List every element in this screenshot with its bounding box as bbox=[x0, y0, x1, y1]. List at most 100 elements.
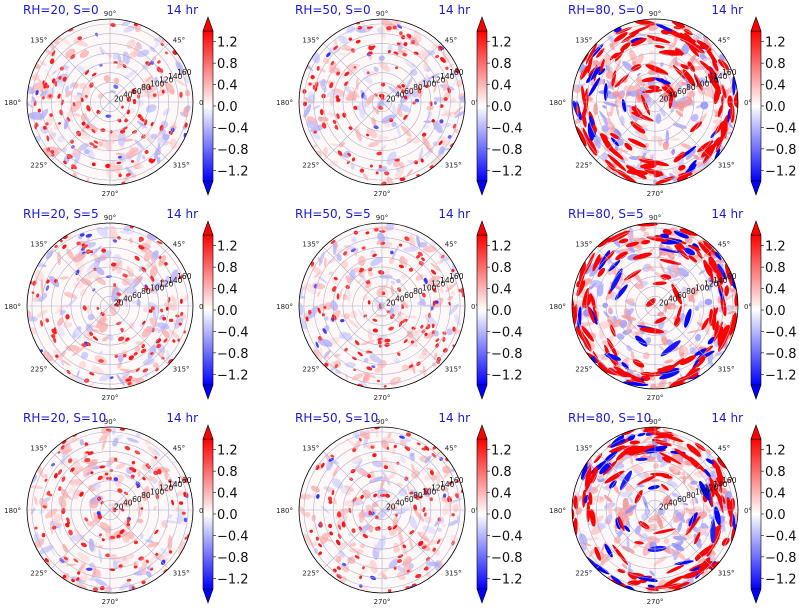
field-feature bbox=[378, 164, 383, 169]
field-feature bbox=[126, 578, 132, 582]
field-patch bbox=[641, 434, 655, 444]
field-feature bbox=[105, 114, 112, 118]
field-feature bbox=[720, 327, 732, 342]
field-feature bbox=[721, 85, 727, 99]
field-feature bbox=[372, 45, 376, 48]
field-feature bbox=[436, 539, 441, 545]
field-patch bbox=[338, 288, 343, 301]
angle-tick-label: 270° bbox=[374, 598, 391, 606]
field-feature bbox=[319, 521, 323, 528]
radial-tick-label: 20 bbox=[386, 298, 396, 307]
field-feature bbox=[455, 493, 460, 499]
field-feature bbox=[440, 57, 446, 63]
field-patch bbox=[687, 483, 697, 492]
field-feature bbox=[707, 336, 716, 345]
field-patch bbox=[63, 448, 73, 454]
radial-tick-label: 40 bbox=[123, 499, 133, 508]
field-feature bbox=[36, 293, 40, 298]
field-patch bbox=[408, 515, 418, 530]
field-layer bbox=[572, 427, 738, 593]
radial-tick-label: 120 bbox=[704, 280, 719, 289]
field-patch bbox=[83, 149, 90, 155]
field-patch bbox=[608, 310, 613, 315]
field-feature bbox=[401, 318, 407, 324]
field-patch bbox=[80, 113, 88, 122]
field-feature bbox=[600, 134, 615, 154]
field-feature bbox=[625, 241, 639, 248]
field-feature bbox=[45, 279, 50, 284]
radial-tick-label: 160 bbox=[177, 272, 192, 281]
field-feature bbox=[329, 531, 333, 536]
field-feature bbox=[654, 316, 667, 324]
field-feature bbox=[377, 337, 383, 341]
field-feature bbox=[154, 456, 158, 459]
field-patch bbox=[85, 471, 92, 476]
field-feature bbox=[646, 35, 671, 44]
field-feature bbox=[54, 244, 58, 249]
field-feature bbox=[117, 236, 121, 240]
field-feature bbox=[351, 528, 356, 534]
colorbar-body bbox=[476, 30, 488, 182]
field-patch bbox=[617, 529, 623, 538]
field-patch bbox=[66, 296, 78, 308]
field-feature bbox=[682, 363, 699, 382]
field-feature bbox=[99, 533, 102, 537]
field-feature bbox=[590, 294, 596, 309]
field-feature bbox=[578, 261, 586, 286]
field-feature bbox=[75, 269, 80, 276]
field-feature bbox=[699, 480, 710, 501]
angle-tick-label: 90° bbox=[649, 10, 661, 18]
field-feature bbox=[351, 157, 356, 162]
field-patch bbox=[94, 275, 106, 285]
field-feature bbox=[416, 442, 421, 446]
field-patch bbox=[69, 100, 82, 114]
field-patch bbox=[158, 254, 167, 267]
field-patch bbox=[385, 234, 390, 250]
field-feature bbox=[673, 230, 689, 239]
field-feature bbox=[383, 465, 389, 470]
polar-border bbox=[298, 222, 466, 390]
field-feature bbox=[627, 138, 647, 148]
field-feature bbox=[673, 151, 686, 163]
field-patch bbox=[402, 555, 412, 568]
field-feature bbox=[711, 72, 721, 94]
field-feature bbox=[439, 119, 444, 124]
field-feature bbox=[389, 118, 394, 123]
field-feature bbox=[366, 133, 370, 137]
field-patch bbox=[152, 56, 157, 62]
field-feature bbox=[360, 494, 364, 499]
field-feature bbox=[337, 524, 342, 530]
field-patch bbox=[442, 470, 452, 479]
field-feature bbox=[343, 251, 348, 256]
field-feature bbox=[698, 241, 712, 257]
field-patch bbox=[153, 448, 161, 457]
polar-panel: 204060801001201401600°45°90°135°180°225°… bbox=[4, 207, 248, 402]
field-patch bbox=[38, 545, 54, 555]
panel-time-label: 14 hr bbox=[438, 207, 470, 221]
field-feature bbox=[576, 280, 586, 297]
field-feature bbox=[735, 90, 738, 108]
field-feature bbox=[398, 264, 404, 269]
field-patch bbox=[690, 286, 699, 296]
field-patch bbox=[435, 446, 446, 460]
field-patch bbox=[390, 280, 396, 285]
field-patch bbox=[680, 143, 692, 150]
panel-title: RH=80, S=5 bbox=[568, 207, 644, 221]
polar-panel: 204060801001201401600°45°90°135°180°225°… bbox=[4, 3, 248, 198]
field-patch bbox=[373, 541, 378, 551]
field-feature bbox=[413, 51, 419, 56]
field-patch bbox=[163, 302, 178, 311]
field-feature bbox=[431, 119, 435, 123]
field-feature bbox=[148, 85, 152, 90]
field-feature bbox=[726, 496, 733, 519]
colorbar-extend-max bbox=[476, 220, 488, 236]
colorbar-tick-label: 0.4 bbox=[765, 79, 786, 94]
field-patch bbox=[116, 474, 125, 483]
field-feature bbox=[141, 344, 146, 349]
colorbar-tick-label: 0.8 bbox=[217, 465, 238, 480]
field-feature bbox=[688, 159, 697, 169]
field-patch bbox=[347, 91, 357, 99]
field-feature bbox=[713, 321, 723, 342]
field-patch bbox=[433, 120, 443, 134]
radial-tick-label: 40 bbox=[668, 91, 678, 100]
